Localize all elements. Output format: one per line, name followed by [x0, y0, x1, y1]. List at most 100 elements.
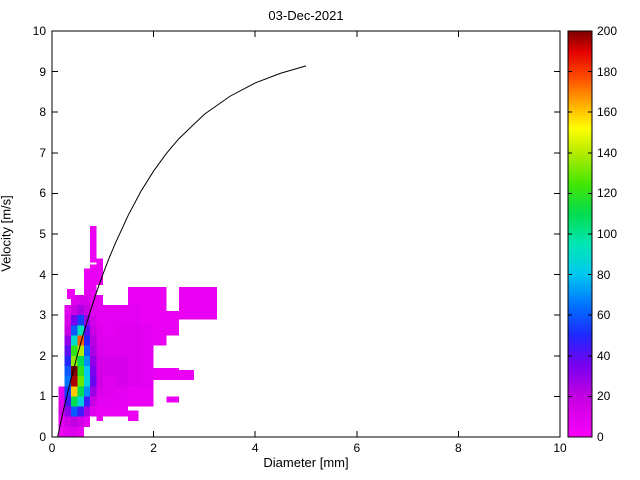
heatmap-cell [96, 294, 103, 316]
heatmap-cell [64, 335, 72, 346]
heatmap-cell [90, 325, 97, 336]
heatmap-cell [64, 325, 72, 336]
heatmap-cell [128, 386, 141, 407]
heatmap-cell [179, 305, 218, 320]
heatmap-cell [102, 376, 116, 397]
heatmap-cell [96, 376, 103, 387]
heatmap-cell [90, 335, 97, 346]
heatmap-cell [153, 325, 167, 346]
heatmap-cell [77, 365, 84, 377]
y-tick-label: 3 [39, 308, 46, 323]
heatmap-cell [83, 315, 91, 326]
heatmap-cell [77, 294, 84, 306]
heatmap-cell [140, 325, 154, 356]
heatmap-cell [102, 305, 116, 336]
y-tick-label: 10 [32, 24, 46, 38]
heatmap-cell [128, 286, 167, 306]
colorbar-tick-label: 20 [597, 389, 611, 404]
heatmap-cell [96, 258, 103, 285]
heatmap-cell [77, 396, 84, 407]
heatmap-cell [71, 335, 78, 346]
heatmap-cell [71, 376, 78, 387]
heatmap-cell [64, 396, 72, 407]
heatmap-cell [71, 386, 78, 397]
chart-title: 03-Dec-2021 [268, 8, 344, 23]
heatmap-cell [90, 355, 97, 366]
heatmap-cell [128, 355, 141, 387]
heatmap-cell [77, 315, 84, 326]
heatmap-cell [96, 325, 103, 336]
colorbar-tick-label: 60 [597, 308, 611, 323]
heatmap-cell [153, 367, 167, 381]
heatmap-cell [64, 426, 72, 437]
heatmap-cell [71, 426, 78, 437]
x-tick-label: 6 [353, 441, 361, 455]
x-tick-label: 8 [455, 441, 462, 455]
heatmap-cell [64, 345, 72, 356]
heatmap-cell [128, 325, 141, 356]
heatmap-cell [102, 355, 116, 377]
heatmap-cell [71, 406, 78, 417]
heatmap-cell [102, 335, 116, 356]
heatmap-cell [90, 396, 97, 407]
heatmap-cell [96, 345, 103, 356]
heatmap-cell [77, 325, 84, 336]
heatmap-cell [71, 294, 78, 306]
heatmap-cell [96, 406, 103, 421]
heatmap-cell [77, 335, 84, 346]
heatmap-cell [64, 416, 72, 427]
heatmap-cell [83, 335, 91, 346]
heatmap-cell [153, 305, 167, 326]
heatmap-cell [77, 305, 84, 316]
heatmap-cell [64, 305, 72, 316]
heatmap-cell [90, 376, 97, 387]
heatmap-cell [71, 305, 78, 316]
colorbar-tick-label: 100 [597, 227, 618, 241]
heatmap-cell [83, 365, 91, 377]
heatmap-cell [128, 305, 141, 326]
heatmap-cell [77, 416, 84, 427]
heatmap-cell [179, 286, 218, 306]
y-tick-label: 5 [39, 227, 46, 241]
heatmap-cell [71, 325, 78, 336]
heatmap-cell [71, 345, 78, 356]
heatmap-cell [90, 315, 97, 326]
colorbar-tick-label: 0 [597, 430, 604, 444]
colorbar-tick-label: 120 [597, 186, 618, 201]
heatmap-cell [83, 305, 91, 316]
heatmap-cell [102, 406, 116, 417]
heatmap-cell [96, 315, 103, 326]
heatmap-cell [67, 288, 75, 299]
heatmap-cell [71, 315, 78, 326]
y-tick-label: 7 [39, 145, 46, 160]
heatmap-cell [83, 396, 91, 407]
heatmap-cell [166, 367, 179, 381]
heatmap-cell [115, 406, 129, 417]
heatmap-cell [166, 311, 179, 336]
heatmap-cell [71, 365, 78, 377]
y-tick-label: 0 [39, 430, 46, 444]
heatmap-cell [179, 370, 195, 381]
heatmap-cell [71, 396, 78, 407]
colorbar-tick-label: 180 [597, 64, 618, 79]
heatmap-cell [64, 355, 72, 366]
heatmap-cell [115, 325, 129, 356]
y-tick-label: 1 [39, 389, 46, 404]
heatmap-cell [115, 386, 129, 407]
x-axis-label: Diameter [mm] [263, 455, 349, 470]
heatmap-cell [90, 264, 97, 285]
heatmap-cell [77, 355, 84, 366]
heatmap-cell [96, 386, 103, 397]
colorbar-tick-label: 40 [597, 348, 611, 363]
colorbar-tick-label: 160 [597, 105, 618, 120]
colorbar-tick-label: 140 [597, 145, 618, 160]
heatmap-cell [83, 406, 91, 417]
heatmap-cell [83, 345, 91, 356]
heatmap-cell [83, 416, 91, 427]
heatmap-cell [77, 376, 84, 387]
heatmap-cell [58, 396, 65, 407]
y-tick-label: 9 [39, 64, 46, 79]
heatmap-cell [77, 426, 84, 437]
heatmap-cell [58, 416, 65, 427]
